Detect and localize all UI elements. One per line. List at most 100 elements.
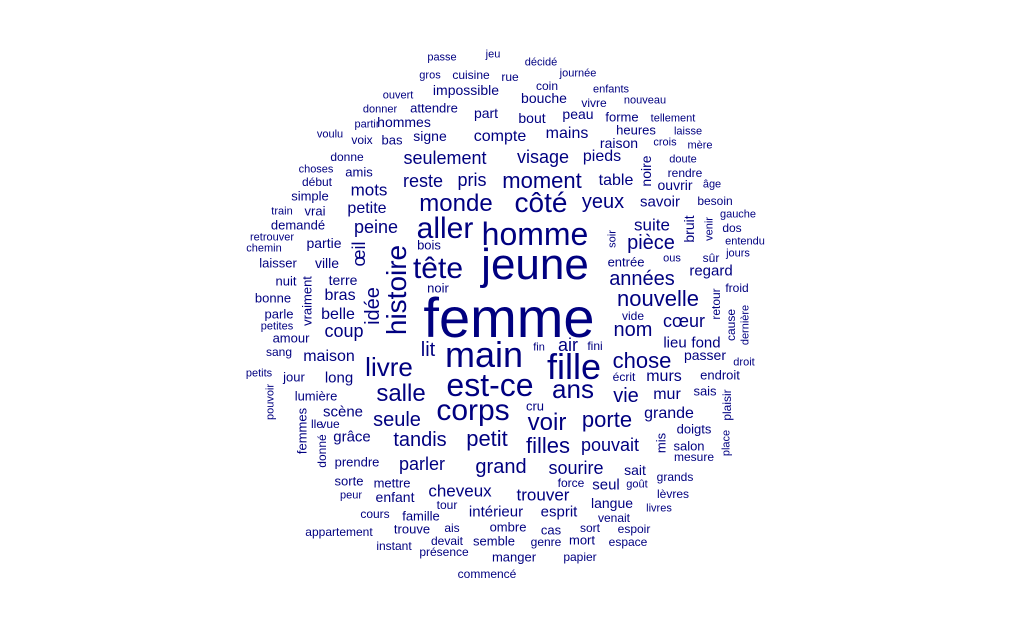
word-mort: mort — [569, 532, 595, 548]
word-genre: genre — [530, 535, 562, 549]
word-entree: entrée — [607, 254, 645, 270]
word-tellement: tellement — [650, 112, 696, 125]
word-corps: corps — [436, 394, 510, 427]
word-prendre: prendre — [334, 454, 380, 470]
word-seul: seul — [592, 476, 620, 494]
word-vraiment: vraiment — [299, 276, 315, 326]
word-doigts: doigts — [676, 421, 712, 437]
word-parle: parle — [264, 306, 294, 322]
word-yeux: yeux — [581, 191, 625, 213]
word-petites: petites — [260, 320, 294, 333]
word-noire: noire — [638, 155, 654, 187]
word-bruit: bruit — [681, 215, 697, 243]
word-levres: lèvres — [656, 487, 690, 501]
word-journee: journée — [559, 67, 597, 80]
word-bas: bas — [381, 132, 403, 148]
word-passer: passer — [683, 347, 727, 363]
word-forme: forme — [605, 109, 639, 125]
word-cru: cru — [525, 398, 545, 414]
word-regard: regard — [689, 262, 733, 280]
word-cuisine: cuisine — [452, 68, 490, 82]
word-voix: voix — [351, 133, 373, 147]
word-suite: suite — [634, 215, 670, 235]
word-vrai: vrai — [304, 203, 326, 219]
word-voulu: voulu — [316, 128, 344, 141]
word-entendu: entendu — [725, 235, 765, 248]
word-reste: reste — [402, 171, 444, 191]
word-peine: peine — [353, 217, 399, 237]
word-decide: décidé — [524, 56, 558, 69]
word-dos: dos — [722, 221, 742, 235]
word-cours: cours — [360, 507, 390, 521]
word-fond: fond — [691, 334, 721, 352]
word-table: table — [598, 172, 634, 189]
word-sang: sang — [265, 345, 293, 359]
word-air: air — [557, 335, 579, 355]
word-amis: amis — [345, 164, 373, 180]
word-parler: parler — [398, 454, 446, 474]
word-ous: ous — [663, 252, 681, 265]
word-ouvert: ouvert — [382, 89, 414, 102]
word-sais: sais — [693, 383, 717, 399]
word-annees: années — [609, 268, 675, 290]
word-nuit: nuit — [275, 273, 297, 289]
word-ais: ais — [444, 521, 460, 535]
word-enfants: enfants — [592, 83, 630, 96]
word-vue: vue — [320, 417, 340, 431]
word-gout: goût — [626, 478, 648, 491]
word-grand: grand — [475, 456, 527, 478]
word-passe: passe — [427, 51, 457, 64]
word-livres: livres — [646, 502, 672, 515]
word-simple: simple — [291, 188, 329, 204]
word-vide: vide — [621, 309, 645, 323]
word-scene: scène — [322, 403, 364, 421]
word-devait: devait — [430, 534, 464, 548]
word-semble: semble — [473, 533, 515, 549]
word-mettre: mettre — [373, 475, 411, 491]
word-sait: sait — [624, 462, 646, 478]
word-venait: venait — [597, 511, 631, 525]
word-mur: mur — [653, 386, 681, 403]
word-noir: noir — [427, 280, 449, 296]
word-nom: nom — [613, 319, 653, 341]
word-plaisir: plaisir — [720, 389, 734, 421]
word-vie: vie — [613, 385, 639, 407]
word-trouve: trouve — [393, 521, 431, 537]
word-homme: homme — [481, 216, 589, 252]
word-maison: maison — [303, 348, 355, 365]
word-idee: idée — [362, 287, 384, 325]
word-petit: petit — [466, 426, 508, 451]
word-coin: coin — [535, 79, 559, 93]
word-lle: lle — [310, 417, 324, 431]
word-laisser: laisser — [259, 255, 297, 271]
word-heures: heures — [616, 122, 656, 138]
word-bout: bout — [518, 110, 546, 126]
word-force: force — [557, 476, 585, 490]
word-mains: mains — [545, 125, 589, 142]
word-amour: amour — [272, 330, 310, 346]
word-compte: compte — [473, 128, 527, 145]
word-moment: moment — [502, 168, 582, 193]
word-jeu: jeu — [485, 48, 501, 61]
word-petite: petite — [347, 200, 387, 217]
word-mis: mis — [653, 432, 669, 454]
word-peur: peur — [339, 489, 363, 502]
word-mesure: mesure — [673, 450, 715, 464]
word-appartement: appartement — [305, 525, 373, 539]
word-gros: gros — [419, 69, 441, 82]
word-main: main — [444, 334, 524, 375]
word-laisse: laisse — [673, 125, 703, 138]
word-est-ce: est-ce — [446, 367, 534, 403]
word-ans: ans — [552, 374, 594, 404]
word-pieds: pieds — [582, 148, 622, 165]
word-choses: choses — [298, 163, 334, 176]
word-instant: instant — [376, 539, 412, 553]
word-partie: partie — [306, 235, 342, 251]
word-grande: grande — [644, 405, 694, 422]
word-mere: mère — [687, 139, 713, 152]
word-jour: jour — [283, 369, 305, 385]
word-jours: jours — [726, 247, 750, 260]
word-belle: belle — [321, 306, 355, 323]
word-signe: signe — [413, 128, 447, 144]
word-grace: grâce — [333, 428, 371, 446]
